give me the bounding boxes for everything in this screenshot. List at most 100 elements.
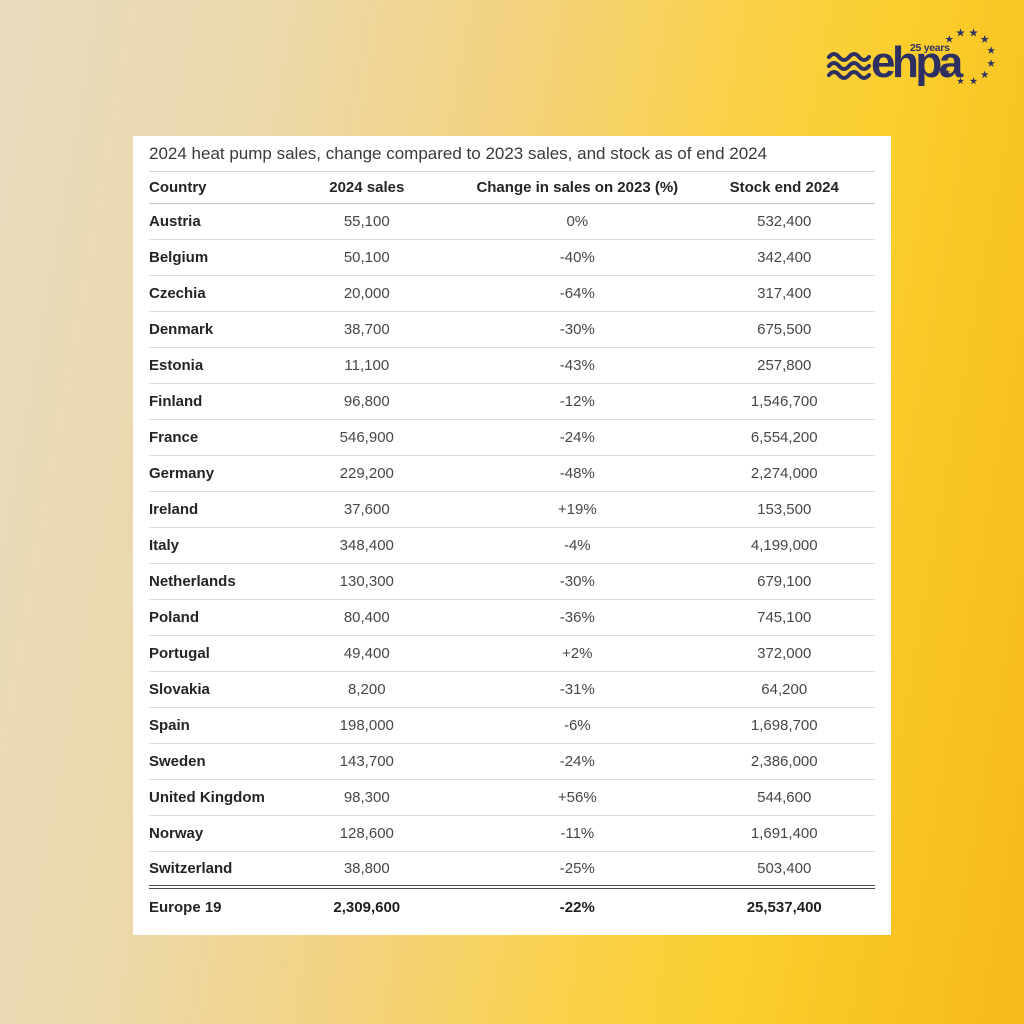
stock-cell: 1,698,700 xyxy=(693,707,875,744)
change-cell: -64% xyxy=(461,275,694,312)
sales-cell: 143,700 xyxy=(272,743,462,780)
table-header: Country 2024 sales Change in sales on 20… xyxy=(149,172,875,204)
country-cell: Czechia xyxy=(149,275,273,312)
waves-icon xyxy=(826,51,872,81)
country-cell: Denmark xyxy=(149,311,273,348)
country-cell: Poland xyxy=(149,599,273,636)
table-title: 2024 heat pump sales, change compared to… xyxy=(149,136,875,172)
stock-cell: 544,600 xyxy=(693,779,875,816)
stock-cell: 4,199,000 xyxy=(693,527,875,564)
sales-cell: 80,400 xyxy=(272,599,462,636)
sales-cell: 55,100 xyxy=(272,203,462,240)
stock-cell: 745,100 xyxy=(693,599,875,636)
table-row: Ireland 37,600 +19% 153,500 xyxy=(149,491,875,528)
stock-cell: 503,400 xyxy=(757,859,812,877)
country-cell: Norway xyxy=(149,815,273,852)
stock-cell: 257,800 xyxy=(693,347,875,384)
change-cell: +19% xyxy=(461,491,694,528)
country-cell: Estonia xyxy=(149,347,273,384)
change-cell: -31% xyxy=(461,671,694,708)
country-cell: Spain xyxy=(149,707,273,744)
change-cell: -12% xyxy=(461,383,694,420)
total-change: -22% xyxy=(461,885,694,925)
table-row: Switzerland 38,800 -25% 503,400 xyxy=(149,851,875,887)
data-card: 2024 heat pump sales, change compared to… xyxy=(133,136,891,935)
table-row: Spain 198,000 -6% 1,698,700 xyxy=(149,707,875,744)
sales-cell: 130,300 xyxy=(272,563,462,600)
sales-cell: 38,800 xyxy=(343,859,390,877)
total-stock: 25,537,400 xyxy=(693,885,875,925)
stock-cell: 2,274,000 xyxy=(693,455,875,492)
table-row: Netherlands 130,300 -30% 679,100 xyxy=(149,563,875,600)
country-cell: Germany xyxy=(149,455,273,492)
brand-wordmark: ehpa xyxy=(871,38,964,87)
table-row: Estonia 11,100 -43% 257,800 xyxy=(149,347,875,384)
sales-cell: 229,200 xyxy=(272,455,462,492)
country-cell: Portugal xyxy=(149,635,273,672)
country-cell: Netherlands xyxy=(149,563,273,600)
sales-cell: 8,200 xyxy=(272,671,462,708)
table-row: Norway 128,600 -11% 1,691,400 xyxy=(149,815,875,852)
change-cell: -40% xyxy=(461,239,694,276)
table-row: Finland 96,800 -12% 1,546,700 xyxy=(149,383,875,420)
header-row: Country 2024 sales Change in sales on 20… xyxy=(149,172,875,204)
stock-cell: 679,100 xyxy=(693,563,875,600)
table-row: Denmark 38,700 -30% 675,500 xyxy=(149,311,875,348)
country-cell: United Kingdom xyxy=(149,779,273,816)
table-row: Austria 55,100 0% 532,400 xyxy=(149,203,875,240)
country-cell: Austria xyxy=(149,203,273,240)
sales-cell: 96,800 xyxy=(272,383,462,420)
country-cell: France xyxy=(149,419,273,456)
sales-cell: 49,400 xyxy=(272,635,462,672)
change-cell: -24% xyxy=(461,419,694,456)
stock-cell: 675,500 xyxy=(693,311,875,348)
stock-cell: 64,200 xyxy=(693,671,875,708)
table-row: Sweden 143,700 -24% 2,386,000 xyxy=(149,743,875,780)
change-cell: -24% xyxy=(461,743,694,780)
stock-cell: 372,000 xyxy=(693,635,875,672)
table-row: Slovakia 8,200 -31% 64,200 xyxy=(149,671,875,708)
col-header-stock: Stock end 2024 xyxy=(693,172,875,204)
country-cell: Slovakia xyxy=(149,671,273,708)
change-cell: -36% xyxy=(461,599,694,636)
change-cell: -25% xyxy=(559,859,595,877)
sales-cell: 50,100 xyxy=(272,239,462,276)
total-label: Europe 19 xyxy=(149,885,273,925)
col-header-change: Change in sales on 2023 (%) xyxy=(461,172,694,204)
stock-cell: 6,554,200 xyxy=(693,419,875,456)
sales-cell: 98,300 xyxy=(272,779,462,816)
stock-cell: 153,500 xyxy=(693,491,875,528)
change-cell: +56% xyxy=(461,779,694,816)
sales-cell: 38,700 xyxy=(272,311,462,348)
table-row: France 546,900 -24% 6,554,200 xyxy=(149,419,875,456)
country-cell: Sweden xyxy=(149,743,273,780)
total-row: Europe 19 2,309,600 -22% 25,537,400 xyxy=(149,885,875,925)
ehpa-logo: ehpa 25 years xyxy=(826,28,996,87)
total-sales: 2,309,600 xyxy=(272,885,462,925)
sales-cell: 11,100 xyxy=(272,347,462,384)
change-cell: -43% xyxy=(461,347,694,384)
stock-cell: 2,386,000 xyxy=(693,743,875,780)
sales-cell: 37,600 xyxy=(272,491,462,528)
stock-cell: 1,546,700 xyxy=(693,383,875,420)
change-cell: -30% xyxy=(461,563,694,600)
table-row: Czechia 20,000 -64% 317,400 xyxy=(149,275,875,312)
sales-cell: 128,600 xyxy=(272,815,462,852)
country-cell: Italy xyxy=(149,527,273,564)
change-cell: 0% xyxy=(461,203,694,240)
table-row: Germany 229,200 -48% 2,274,000 xyxy=(149,455,875,492)
stock-cell: 342,400 xyxy=(693,239,875,276)
table-row: Belgium 50,100 -40% 342,400 xyxy=(149,239,875,276)
table-row: Italy 348,400 -4% 4,199,000 xyxy=(149,527,875,564)
change-cell: -48% xyxy=(461,455,694,492)
col-header-2024-sales: 2024 sales xyxy=(272,172,462,204)
change-cell: -4% xyxy=(461,527,694,564)
sales-cell: 546,900 xyxy=(272,419,462,456)
country-cell: Switzerland xyxy=(149,859,233,877)
country-cell: Finland xyxy=(149,383,273,420)
table-body: Austria 55,100 0% 532,400 Belgium 50,100… xyxy=(149,203,875,887)
table-footer: Europe 19 2,309,600 -22% 25,537,400 xyxy=(149,885,875,925)
table-row: Portugal 49,400 +2% 372,000 xyxy=(149,635,875,672)
sales-cell: 198,000 xyxy=(272,707,462,744)
table-row: United Kingdom 98,300 +56% 544,600 xyxy=(149,779,875,816)
